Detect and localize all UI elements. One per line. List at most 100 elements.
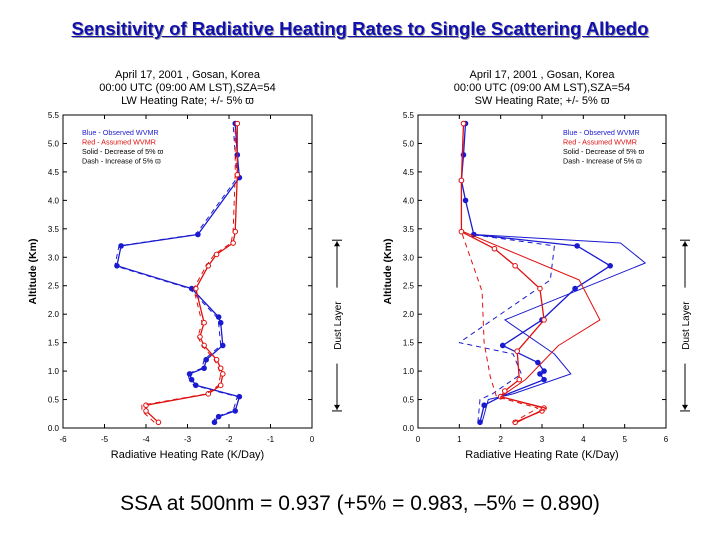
sw-y-axis-label: Altitude (Km) bbox=[382, 239, 394, 305]
sw-title-line: SW Heating Rate; +/- 5% ϖ bbox=[475, 95, 610, 107]
sw-data-point bbox=[572, 285, 578, 292]
sw-series-blue-solid-line bbox=[460, 123, 611, 423]
sw-dust-layer-label: Dust Layer bbox=[681, 301, 692, 350]
sw-data-point bbox=[462, 197, 469, 204]
lw-legend-entry: Red - Assumed WVMR bbox=[82, 138, 156, 147]
dust-layer-arrowhead-up bbox=[682, 241, 688, 247]
y-tick-label: 1.0 bbox=[403, 367, 415, 376]
sw-legend-entry: Dash - Increase of 5% ϖ bbox=[563, 157, 642, 166]
sw-data-point bbox=[541, 376, 547, 383]
sw-data-point bbox=[460, 120, 467, 127]
lw-dust-layer-label: Dust Layer bbox=[333, 301, 344, 350]
x-tick-label: -6 bbox=[59, 435, 67, 444]
y-tick-label: 1.5 bbox=[48, 339, 60, 348]
x-tick-label: 5 bbox=[622, 435, 627, 444]
y-tick-label: 5.5 bbox=[48, 111, 60, 120]
y-tick-label: 3.5 bbox=[48, 225, 60, 234]
sw-data-point bbox=[607, 263, 614, 269]
sw-data-point bbox=[458, 228, 465, 235]
sw-data-point bbox=[458, 177, 465, 184]
lw-data-point bbox=[201, 365, 207, 372]
sw-series-red-solid-line bbox=[460, 123, 545, 423]
lw-data-point bbox=[205, 391, 212, 397]
y-tick-label: 4.0 bbox=[48, 196, 60, 205]
x-tick-label: -5 bbox=[101, 435, 109, 444]
y-tick-label: 5.0 bbox=[48, 139, 60, 148]
lw-legend-entry: Solid - Decrease of 5% ϖ bbox=[82, 147, 164, 156]
y-tick-label: 0.0 bbox=[403, 424, 415, 433]
lw-x-axis-label: Radiative Heating Rate (K/Day) bbox=[111, 449, 264, 461]
lw-title-line: 00:00 UTC (09:00 AM LST),SZA=54 bbox=[99, 82, 275, 94]
sw-data-point bbox=[537, 285, 543, 292]
y-tick-label: 2.0 bbox=[48, 310, 60, 319]
y-tick-label: 3.5 bbox=[403, 225, 415, 234]
sw-legend-entry: Red - Assumed WVMR bbox=[563, 138, 637, 147]
sw-series-red-dashed-line bbox=[460, 231, 539, 423]
lw-data-point bbox=[143, 402, 149, 409]
y-tick-label: 0.5 bbox=[48, 396, 60, 405]
sw-data-point bbox=[541, 368, 547, 374]
y-tick-label: 0.0 bbox=[48, 424, 60, 433]
x-tick-label: 4 bbox=[581, 435, 586, 444]
y-tick-label: 4.0 bbox=[403, 196, 415, 205]
y-tick-label: 2.5 bbox=[403, 282, 415, 291]
lw-dust-layer-annotation: Dust Layer bbox=[332, 239, 344, 412]
lw-data-point bbox=[232, 408, 239, 414]
sw-dust-layer-annotation: Dust Layer bbox=[680, 239, 692, 412]
lw-data-point bbox=[155, 419, 162, 426]
sw-data-point bbox=[541, 317, 547, 323]
sw-series-red-solid-line bbox=[463, 231, 601, 423]
ssa-caption: SSA at 500nm = 0.937 (+5% = 0.983, –5% =… bbox=[120, 492, 600, 515]
lw-legend-entry: Dash - Increase of 5% ϖ bbox=[82, 157, 161, 166]
lw-series-red-dashed-line bbox=[141, 123, 236, 423]
sw-legend-entry: Blue - Observed WVMR bbox=[563, 128, 640, 137]
sw-legend-entry: Solid - Decrease of 5% ϖ bbox=[563, 147, 645, 156]
sw-data-point bbox=[535, 359, 541, 366]
sw-title-line: April 17, 2001 , Gosan, Korea bbox=[470, 69, 616, 81]
y-tick-label: 2.5 bbox=[48, 282, 60, 291]
slide-title: Sensitivity of Radiative Heating Rates t… bbox=[71, 18, 649, 39]
dust-layer-arrowhead-down bbox=[682, 404, 688, 410]
lw-data-point bbox=[143, 408, 149, 414]
sw-data-point bbox=[574, 243, 580, 249]
y-tick-label: 3.0 bbox=[48, 253, 60, 262]
sw-series-blue-solid-line bbox=[473, 234, 646, 423]
lw-legend-entry: Blue - Observed WVMR bbox=[82, 128, 159, 137]
lw-data-point bbox=[203, 356, 209, 363]
sw-data-point bbox=[491, 245, 498, 252]
lw-data-point bbox=[213, 251, 220, 258]
x-tick-label: 0 bbox=[416, 435, 421, 444]
lw-title-line: LW Heating Rate; +/- 5% ϖ bbox=[121, 95, 254, 107]
lw-data-point bbox=[219, 342, 226, 349]
sw-data-point bbox=[537, 371, 543, 377]
sw-data-point bbox=[512, 263, 518, 269]
sw-title-line: 00:00 UTC (09:00 AM LST),SZA=54 bbox=[454, 82, 630, 94]
lw-title-line: April 17, 2001 , Gosan, Korea bbox=[115, 69, 261, 81]
lw-y-axis-label: Altitude (Km) bbox=[27, 239, 39, 305]
y-tick-label: 3.0 bbox=[403, 253, 415, 262]
dust-layer-arrowhead-up bbox=[334, 241, 340, 247]
sw-data-point bbox=[499, 342, 506, 349]
y-tick-label: 2.0 bbox=[403, 310, 415, 319]
y-tick-label: 4.5 bbox=[403, 168, 415, 177]
lw-series-blue-solid-line bbox=[116, 123, 241, 423]
lw-series-blue-dashed-line bbox=[114, 123, 238, 423]
sw-x-axis-label: Radiative Heating Rate (K/Day) bbox=[465, 449, 618, 461]
sw-data-point bbox=[514, 348, 521, 354]
y-tick-label: 4.5 bbox=[48, 168, 60, 177]
x-tick-label: 2 bbox=[498, 435, 503, 444]
x-tick-label: 3 bbox=[540, 435, 545, 444]
x-tick-label: 1 bbox=[457, 435, 462, 444]
x-tick-label: 0 bbox=[310, 435, 315, 444]
y-tick-label: 0.5 bbox=[403, 396, 415, 405]
sw-series-blue-dashed-line bbox=[458, 234, 555, 423]
x-tick-label: -1 bbox=[267, 435, 275, 444]
y-tick-label: 5.5 bbox=[403, 111, 415, 120]
y-tick-label: 1.0 bbox=[48, 367, 60, 376]
sw-data-point bbox=[481, 402, 487, 409]
y-tick-label: 5.0 bbox=[403, 139, 415, 148]
sw-data-point bbox=[516, 376, 523, 383]
